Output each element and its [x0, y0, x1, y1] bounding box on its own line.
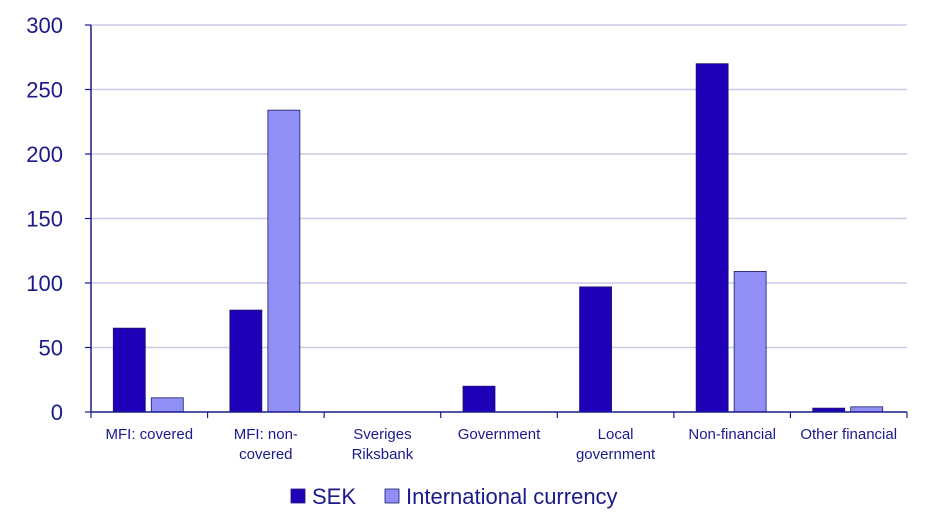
- legend: SEK International currency: [290, 484, 618, 509]
- legend-label-international-currency: International currency: [406, 484, 618, 509]
- bar-international-currency-6: [850, 406, 884, 413]
- y-tick-label: 50: [39, 336, 63, 361]
- legend-label-sek: SEK: [312, 484, 356, 509]
- y-tick-label: 300: [26, 13, 63, 38]
- axes: [90, 25, 908, 418]
- x-tick-label: Sveriges Riksbank: [352, 426, 414, 463]
- bar-international-currency-5: [733, 270, 767, 413]
- x-tick-label-line: MFI: covered: [106, 426, 194, 443]
- bar-sek-5: [695, 63, 729, 413]
- x-tick-label-line: government: [576, 446, 656, 463]
- bar-international-currency-0: [150, 397, 184, 413]
- y-axis-tick-labels: 0 50 100 150 200 250 300: [26, 13, 63, 425]
- x-tick-label-line: Other financial: [800, 426, 897, 443]
- bar-sek-4: [579, 286, 612, 413]
- bar-sek-0: [112, 327, 146, 413]
- x-tick-label: MFI: non-covered: [234, 426, 298, 463]
- x-tick-label-line: Sveriges: [353, 426, 411, 443]
- y-tick-label: 150: [26, 207, 63, 232]
- x-tick-label-line: Government: [458, 426, 541, 443]
- x-tick-label: Other financial: [800, 426, 897, 443]
- x-axis-tick-labels: MFI: covered MFI: non-covered Sveriges Riks…: [106, 426, 898, 463]
- x-tick-label: MFI: covered: [106, 426, 194, 443]
- x-tick-label: Government: [458, 426, 541, 443]
- grid-lines: [85, 24, 907, 413]
- x-tick-label-line: Riksbank: [352, 446, 414, 463]
- x-tick-label: Local government: [576, 426, 656, 463]
- x-tick-label-line: Non-financial: [688, 426, 776, 443]
- x-tick-label-line: MFI: non-: [234, 426, 298, 443]
- legend-swatch-sek: [290, 488, 306, 504]
- bar-sek-1: [229, 309, 263, 413]
- x-tick-label-line: Local: [598, 426, 634, 443]
- bar-sek-3: [462, 385, 496, 413]
- x-tick-label-line: covered: [239, 446, 292, 463]
- y-tick-label: 100: [26, 271, 63, 296]
- legend-swatch-international-currency: [384, 488, 400, 504]
- y-tick-label: 0: [51, 400, 63, 425]
- x-tick-label: Non-financial: [688, 426, 776, 443]
- bars: [112, 63, 884, 413]
- bar-international-currency-1: [267, 109, 301, 413]
- y-tick-label: 250: [26, 78, 63, 103]
- y-tick-label: 200: [26, 142, 63, 167]
